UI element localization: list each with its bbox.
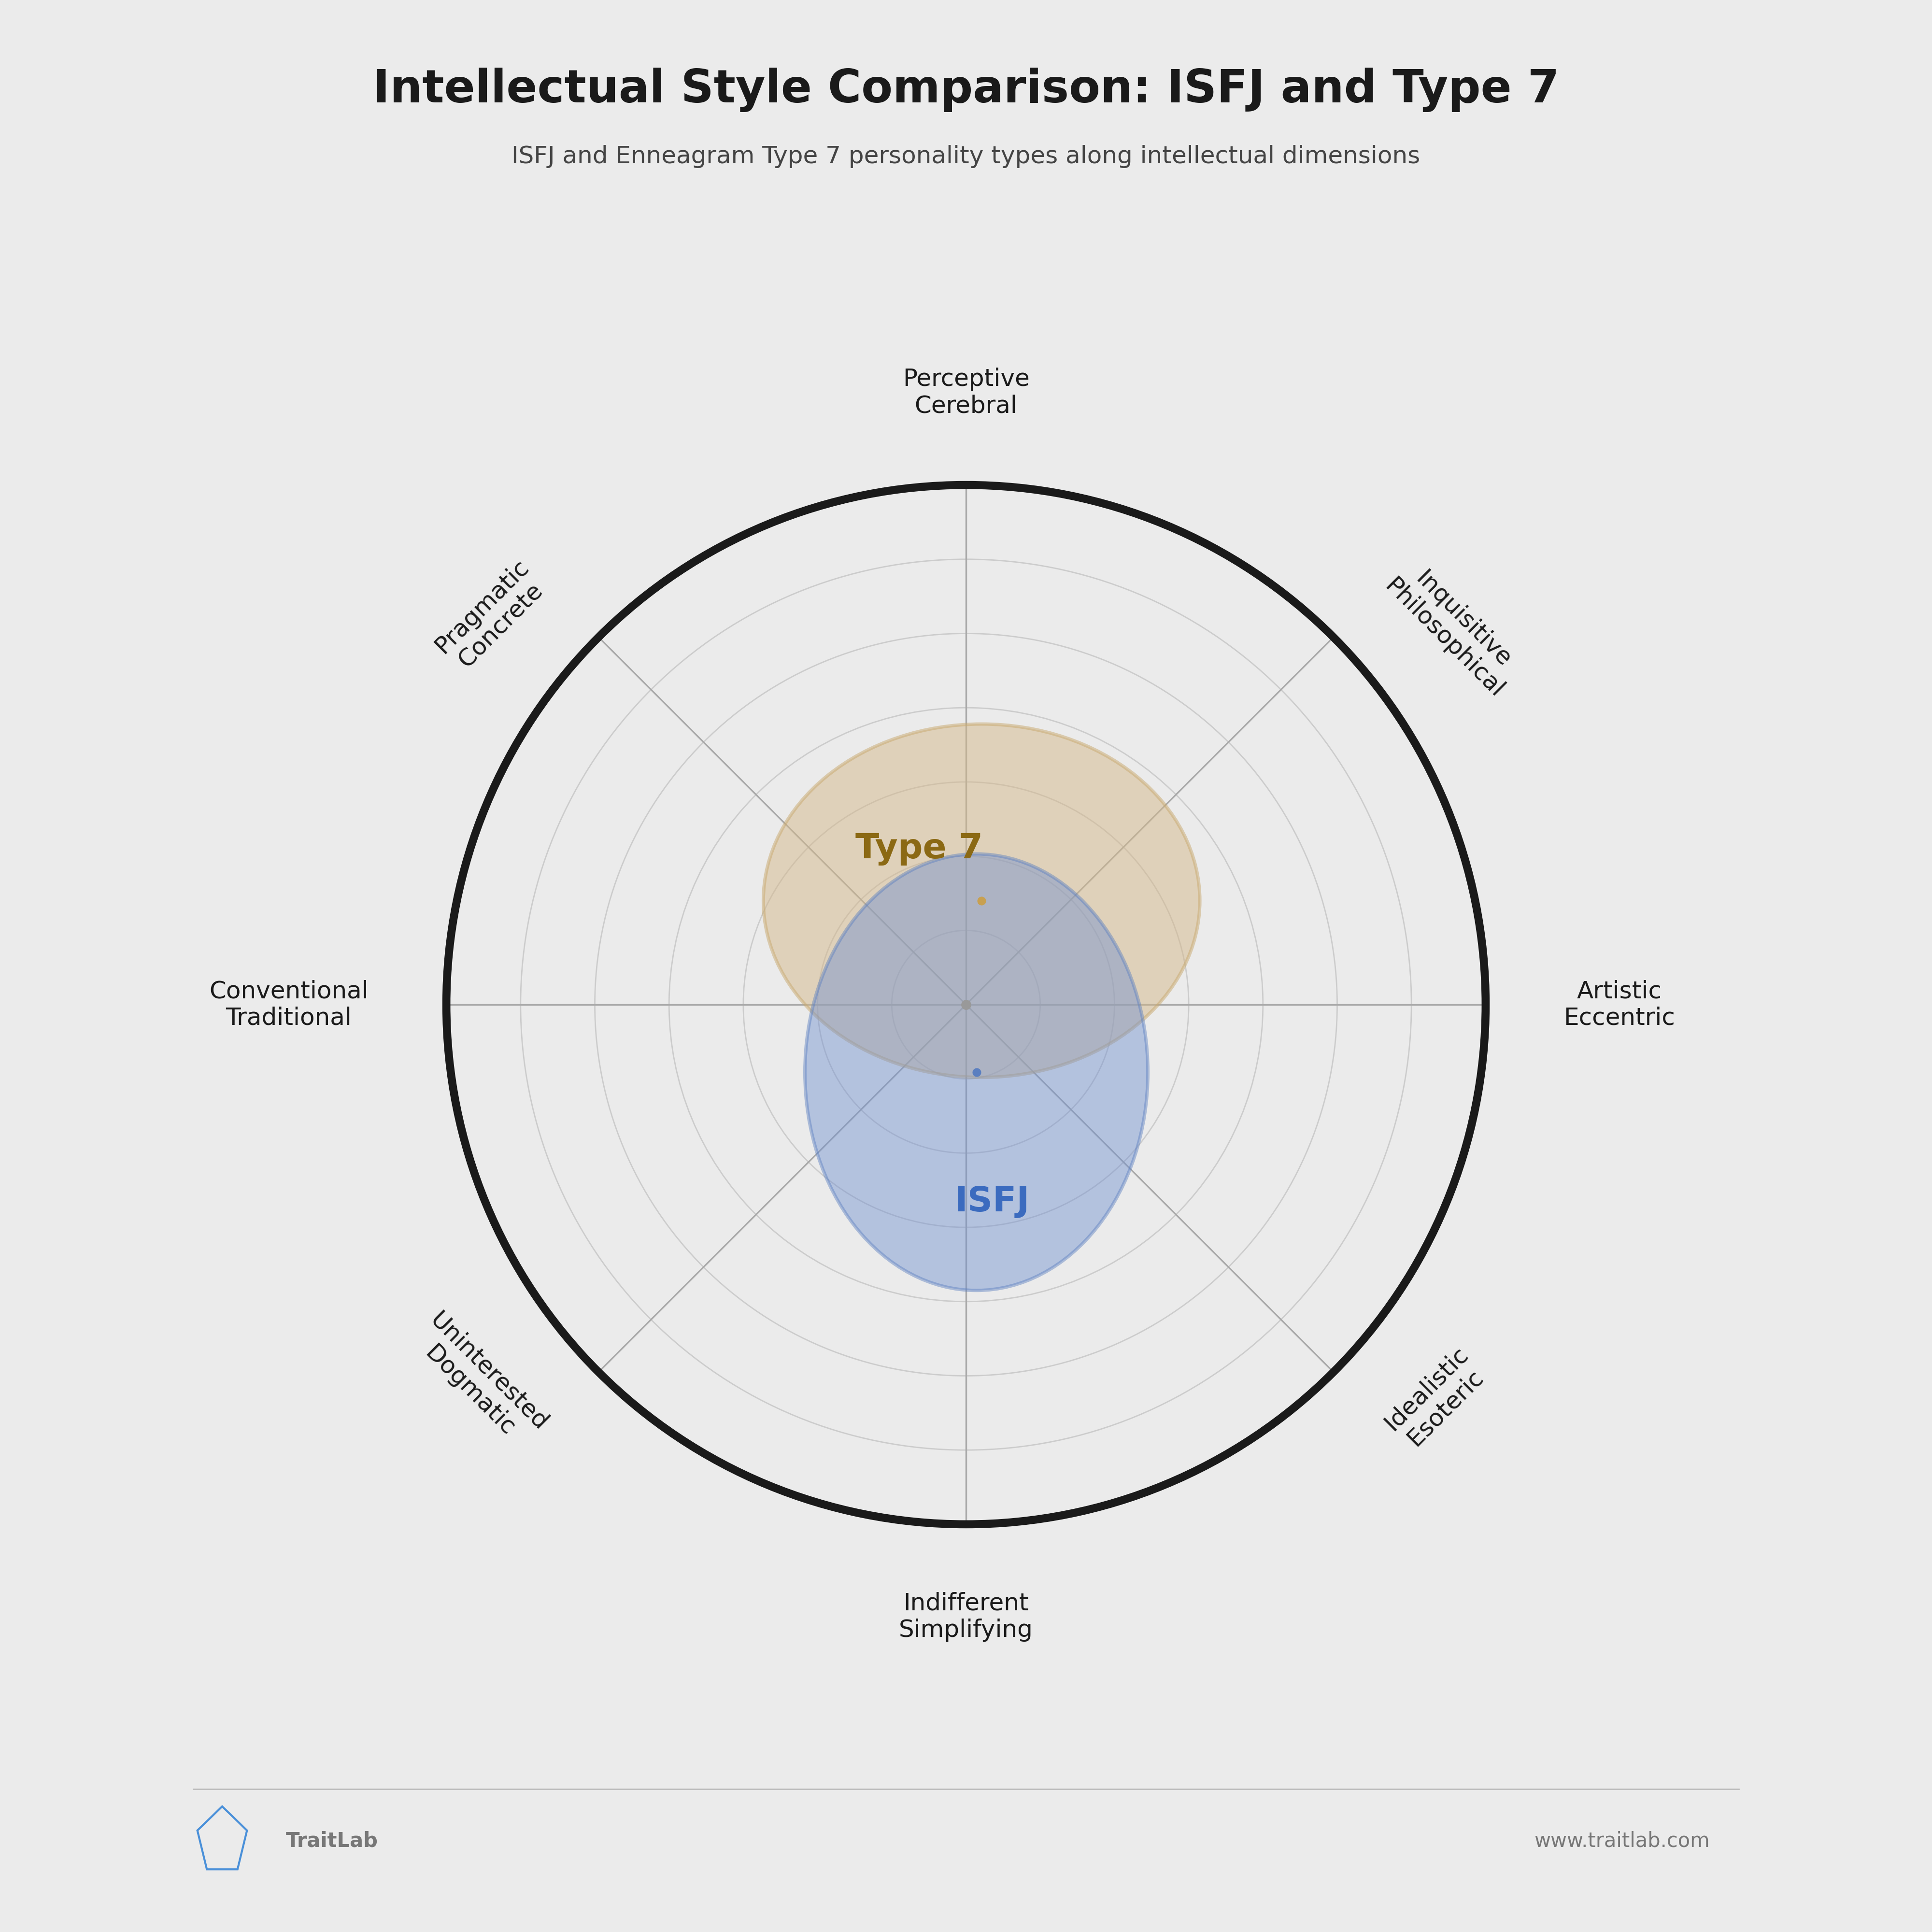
Text: ISFJ: ISFJ — [954, 1186, 1030, 1219]
Text: Uninterested
Dogmatic: Uninterested Dogmatic — [406, 1308, 553, 1455]
Text: TraitLab: TraitLab — [286, 1832, 379, 1851]
Text: Perceptive
Cerebral: Perceptive Cerebral — [902, 367, 1030, 417]
Text: Indifferent
Simplifying: Indifferent Simplifying — [898, 1592, 1034, 1642]
Text: Inquisitive
Philosophical: Inquisitive Philosophical — [1379, 554, 1526, 701]
Text: Artistic
Eccentric: Artistic Eccentric — [1563, 980, 1675, 1030]
Text: Idealistic
Esoteric: Idealistic Esoteric — [1379, 1343, 1492, 1455]
Text: Pragmatic
Concrete: Pragmatic Concrete — [431, 554, 553, 676]
Text: Intellectual Style Comparison: ISFJ and Type 7: Intellectual Style Comparison: ISFJ and … — [373, 68, 1559, 112]
Ellipse shape — [806, 854, 1148, 1291]
Text: Type 7: Type 7 — [856, 833, 983, 866]
Ellipse shape — [763, 724, 1200, 1078]
Text: ISFJ and Enneagram Type 7 personality types along intellectual dimensions: ISFJ and Enneagram Type 7 personality ty… — [512, 145, 1420, 168]
Text: Conventional
Traditional: Conventional Traditional — [209, 980, 369, 1030]
Text: www.traitlab.com: www.traitlab.com — [1534, 1832, 1710, 1851]
